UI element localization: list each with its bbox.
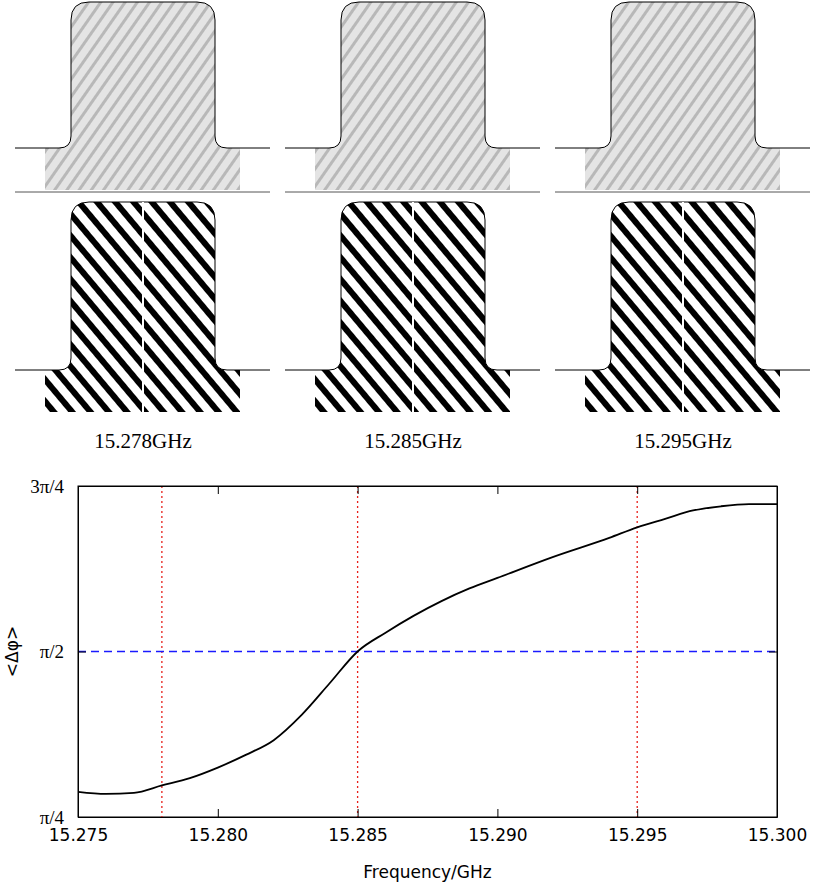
x-axis-top-line	[79, 486, 778, 487]
field-panel: 15.285GHz	[285, 2, 540, 453]
panel-label: 15.278GHz	[94, 429, 191, 453]
phase-map	[45, 202, 240, 412]
phase-map	[315, 202, 510, 412]
y-tick-mark	[78, 817, 86, 818]
y-axis-title: <Δφ>	[2, 626, 22, 677]
x-tick-mark	[497, 486, 498, 494]
plot-area	[78, 486, 777, 817]
field-map	[45, 2, 240, 190]
y-tick-mark	[769, 486, 777, 487]
x-tick-top	[497, 486, 498, 494]
x-tick-label: 15.275	[49, 825, 108, 845]
x-tick-mark	[497, 809, 498, 817]
x-axis-top	[79, 486, 778, 494]
x-tick-label: 15.300	[748, 825, 807, 845]
field-map	[585, 2, 780, 190]
x-tick-mark	[218, 486, 219, 494]
x-tick-mark	[358, 486, 359, 494]
guide-wall	[15, 192, 270, 193]
y-tick-right	[769, 486, 777, 487]
y-tick: 3π/4	[30, 476, 86, 497]
x-tick: 15.290	[468, 809, 527, 845]
x-tick-label: 15.290	[468, 825, 527, 845]
y-tick: π/4	[40, 807, 86, 828]
data-line	[78, 504, 777, 794]
x-axis-line	[79, 817, 778, 818]
x-tick-top	[637, 486, 638, 494]
x-tick: 15.285	[328, 809, 387, 845]
x-tick-mark	[358, 809, 359, 817]
y-tick-mark	[769, 652, 777, 653]
y-tick-label: 3π/4	[30, 476, 64, 497]
y-tick: π/2	[40, 641, 86, 662]
field-panel: 15.278GHz	[15, 2, 270, 453]
y-axis-right	[769, 487, 778, 818]
y-tick-right	[769, 652, 777, 653]
x-axis: 15.275 15.280 15.285 15.290 15.295 15.300	[49, 809, 807, 845]
y-tick-right	[769, 817, 777, 818]
x-tick: 15.295	[608, 809, 667, 845]
phase-map	[585, 202, 780, 412]
symmetry-line	[142, 202, 144, 412]
x-tick-mark	[637, 486, 638, 494]
guide-wall	[285, 192, 540, 193]
x-tick-label: 15.285	[328, 825, 387, 845]
cavity-outline	[285, 2, 540, 148]
y-axis: π/4 π/2 3π/4	[30, 476, 86, 828]
panel-label: 15.295GHz	[634, 429, 731, 453]
cavity-outline	[555, 2, 810, 148]
guide-wall	[555, 192, 810, 193]
cavity-outline	[15, 2, 270, 148]
x-axis-title: Frequency/GHz	[363, 862, 492, 882]
x-tick-label: 15.280	[189, 825, 248, 845]
field-panel: 15.295GHz	[555, 2, 810, 453]
reference-line	[78, 651, 777, 653]
x-tick: 15.280	[189, 809, 248, 845]
plot-frame	[78, 486, 777, 817]
x-tick-top	[218, 486, 219, 494]
symmetry-line	[682, 202, 684, 412]
field-map	[315, 2, 510, 190]
panel-label: 15.285GHz	[364, 429, 461, 453]
y-tick-label: π/2	[40, 641, 64, 662]
y-tick-mark	[78, 486, 86, 487]
x-tick-mark	[218, 809, 219, 817]
y-tick-mark	[769, 817, 777, 818]
figure: 15.278GHz15.285GHz15.295GHz15.27515.2801…	[0, 0, 818, 891]
x-tick-label: 15.295	[608, 825, 667, 845]
y-tick-mark	[78, 652, 86, 653]
y-tick-label: π/4	[40, 807, 65, 828]
x-tick-mark	[637, 809, 638, 817]
y-axis-right-line	[777, 487, 778, 818]
x-tick-top	[358, 486, 359, 494]
symmetry-line	[412, 202, 414, 412]
